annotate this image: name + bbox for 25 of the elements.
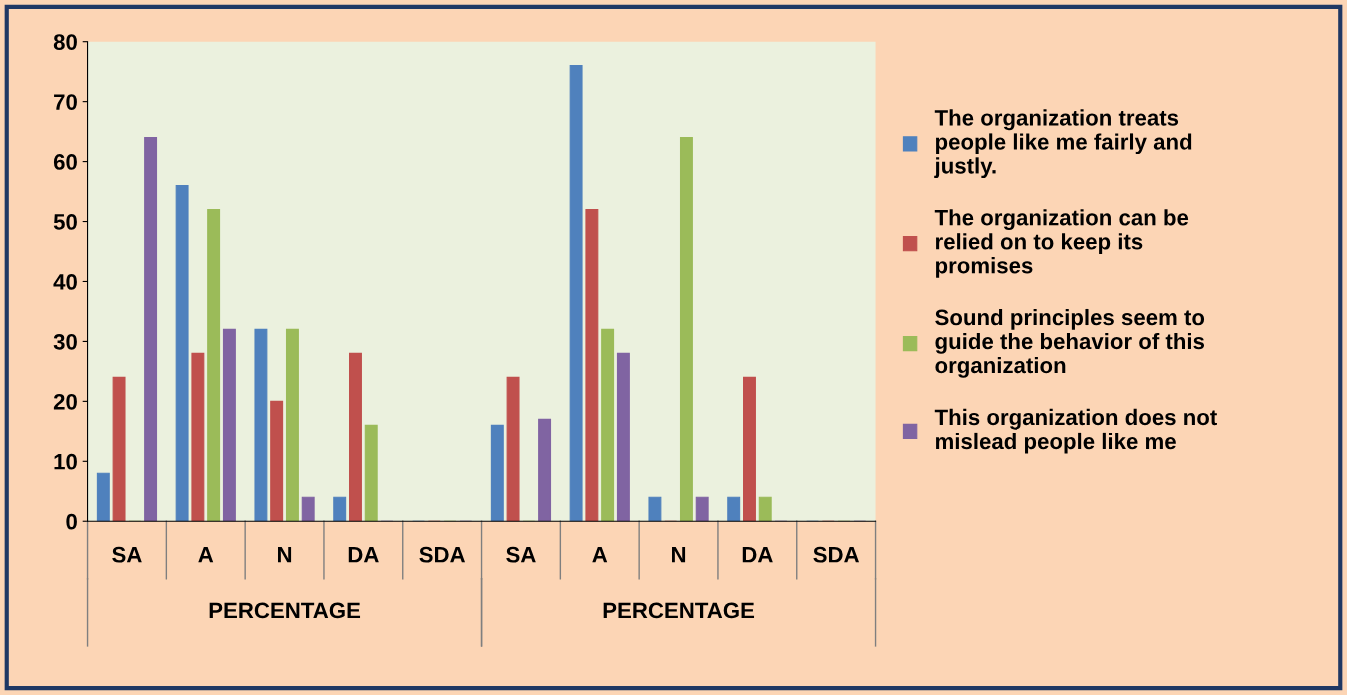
y-tick-label: 40	[53, 274, 77, 290]
y-tick-label: 80	[53, 34, 77, 50]
x-tick-label: SA	[506, 546, 536, 563]
y-tick-label: 30	[53, 333, 77, 350]
x-tick-label: SDA	[419, 546, 466, 563]
y-tick-label: 10	[54, 453, 77, 470]
x-tick-label: DA	[742, 547, 773, 563]
text: PERCENTAGE	[603, 602, 755, 619]
x-tick-label: N	[278, 547, 292, 563]
y-tick-label: 0	[66, 513, 77, 530]
legend-label: This organization does not mislead people like me	[934, 408, 1217, 454]
y-tick-label: 60	[53, 154, 77, 170]
x-tick-label: A	[198, 547, 214, 563]
legend-label: Sound principles seem to guide the behavior of this organization	[935, 308, 1205, 378]
y-tick-label: 20	[53, 393, 77, 410]
legend-label: The organization treats people like me fairly and justly.	[934, 109, 1192, 179]
y-tick-label: 50	[53, 214, 77, 230]
x-tick-label: DA	[348, 547, 379, 563]
y-tick-label: 70	[54, 94, 77, 110]
text: PERCENTAGE	[209, 602, 361, 619]
x-tick-label: A	[592, 547, 608, 563]
legend-label: The organization can be relied on to keep its promises	[934, 209, 1189, 278]
x-tick-label: SDA	[813, 546, 860, 563]
x-tick-label: SA	[112, 546, 142, 563]
x-tick-label: N	[672, 547, 686, 563]
